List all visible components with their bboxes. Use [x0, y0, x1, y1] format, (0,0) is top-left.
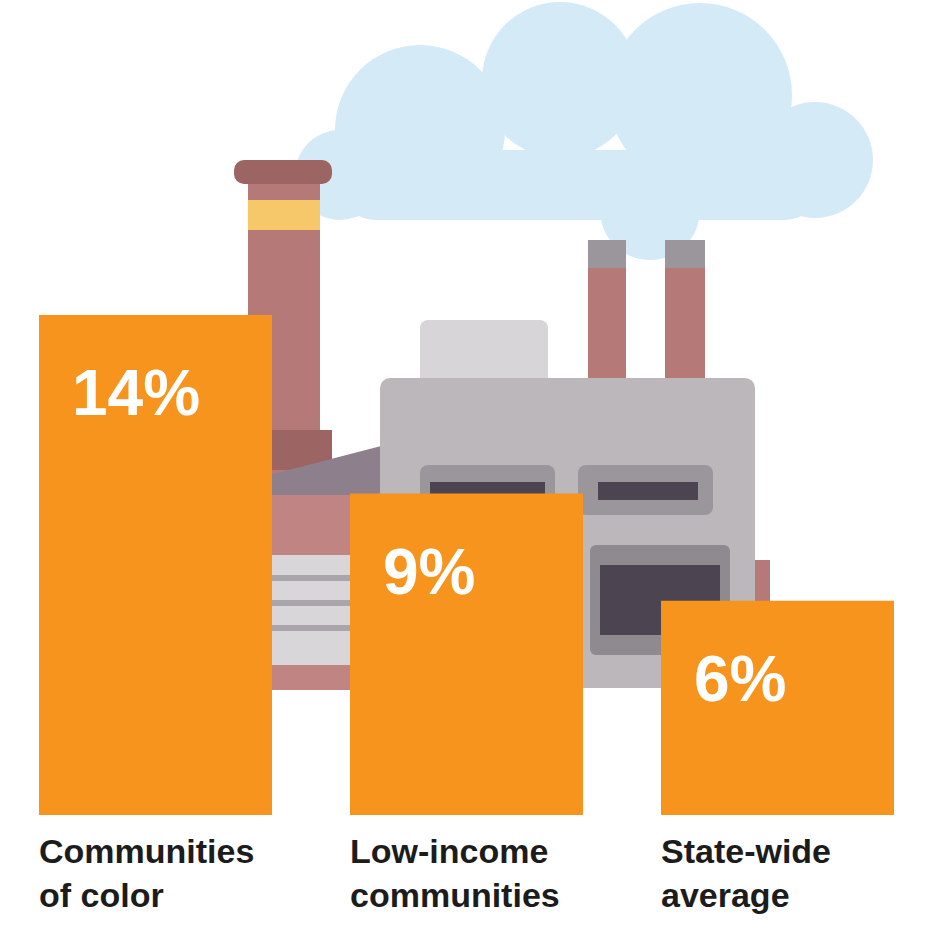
svg-text:14%: 14% [72, 357, 200, 429]
svg-text:State-wideaverage: State-wideaverage [661, 832, 831, 914]
svg-text:Communitiesof color: Communitiesof color [39, 832, 254, 914]
svg-text:Low-incomecommunities: Low-incomecommunities [350, 832, 560, 914]
svg-text:9%: 9% [383, 536, 476, 608]
svg-text:6%: 6% [694, 643, 787, 715]
